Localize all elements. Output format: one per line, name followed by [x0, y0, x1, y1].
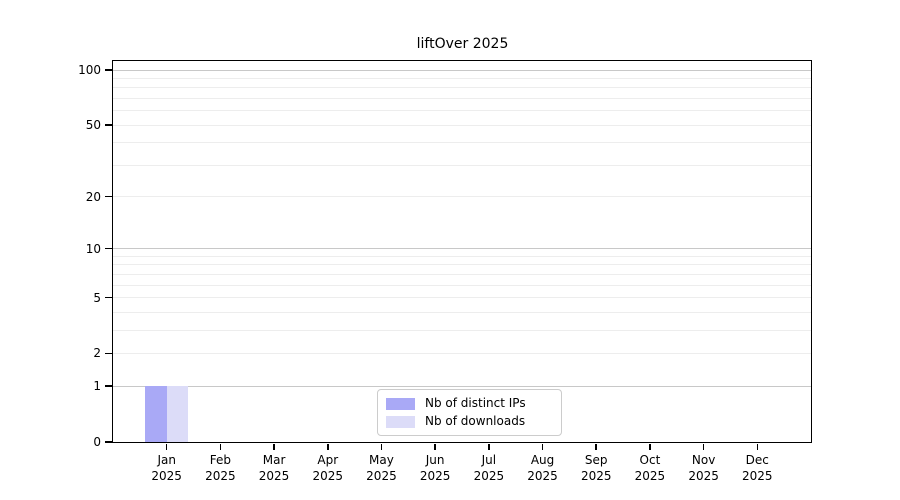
y-axis: 0 1 2 5 10 20 50 100	[78, 61, 811, 449]
x-tick-label: Jun 2025	[403, 452, 467, 484]
x-tick-mark	[165, 443, 168, 450]
x-tick-year: 2025	[473, 469, 505, 483]
bar-layer	[113, 61, 811, 442]
y-tick-label: 1	[93, 379, 101, 394]
y-tick-mark	[104, 296, 112, 299]
x-tick-label: Sep 2025	[564, 452, 628, 484]
minor-gridline	[113, 87, 811, 89]
y-tick-mark	[104, 441, 112, 443]
minor-gridline	[113, 329, 811, 331]
x-tick-year: 2025	[742, 469, 773, 483]
x-tick-mark	[434, 443, 436, 450]
legend-label-distinct-ips: Nb of distinct IPs	[425, 396, 526, 410]
x-axis: Jan 2025 Feb 2025 Mar 2025 Apr 2025 May 2025 Jun 20…	[113, 61, 811, 483]
x-tick-year: 2025	[366, 469, 397, 483]
x-tick-label: Jul 2025	[457, 452, 521, 484]
x-tick-label: May 2025	[349, 452, 413, 484]
y-tick-label: 100	[78, 63, 101, 78]
x-tick-year: 2025	[527, 469, 558, 483]
x-tick-mark	[702, 443, 705, 450]
x-tick-mark	[380, 443, 383, 450]
minor-gridline	[113, 255, 811, 257]
minor-gridline	[113, 352, 811, 354]
x-tick-mark	[273, 443, 275, 450]
y-tick-mark	[104, 247, 112, 250]
minor-gridline	[113, 196, 811, 198]
y-tick-mark	[104, 195, 112, 198]
minor-gridline	[113, 264, 811, 266]
x-tick-label: Mar 2025	[242, 452, 306, 484]
x-tick-label: Oct 2025	[618, 452, 682, 484]
x-tick-mark	[488, 443, 490, 450]
legend-label-downloads: Nb of downloads	[425, 414, 526, 428]
chart-title: liftOver 2025	[416, 36, 509, 52]
x-tick-year: 2025	[634, 469, 666, 483]
x-tick-label: Aug 2025	[511, 452, 575, 484]
minor-gridline	[113, 97, 811, 99]
plot-area: 0 1 2 5 10 20 50 100 Jan 2025 Feb 2025 Mar 2025 Apr 20…	[78, 60, 812, 483]
y-tick-mark	[104, 352, 112, 355]
x-tick-year: 2025	[580, 469, 612, 483]
minor-gridline	[113, 77, 811, 79]
x-tick-label: Apr 2025	[296, 452, 360, 484]
x-tick-year: 2025	[419, 469, 451, 483]
x-tick-label: Jan 2025	[135, 452, 199, 484]
x-tick-mark	[219, 443, 222, 450]
y-tick-label: 10	[85, 241, 101, 256]
legend-item-distinct-ips: Nb of distinct IPs	[386, 396, 552, 411]
y-tick-label: 50	[85, 118, 101, 133]
minor-gridline	[113, 284, 811, 286]
minor-gridline	[113, 311, 811, 313]
x-tick-mark	[649, 443, 651, 450]
legend-swatch-downloads	[386, 415, 415, 428]
x-tick-year: 2025	[205, 469, 236, 483]
legend-swatch-distinct-ips	[386, 397, 415, 410]
x-tick-year: 2025	[151, 469, 182, 483]
x-tick-label: Dec 2025	[725, 452, 789, 484]
x-tick-label: Nov 2025	[672, 452, 736, 484]
major-gridline	[113, 69, 811, 71]
legend: Nb of distinct IPs Nb of downloads	[377, 389, 562, 436]
major-gridline	[113, 248, 811, 250]
minor-gridline	[113, 142, 811, 144]
x-tick-year: 2025	[312, 469, 344, 483]
x-tick-label: Feb 2025	[188, 452, 252, 484]
bar-downloads	[166, 386, 189, 442]
legend-item-downloads: Nb of downloads	[386, 414, 552, 429]
y-tick-label: 2	[93, 346, 101, 361]
x-tick-year: 2025	[688, 469, 719, 483]
minor-gridline	[113, 273, 811, 275]
y-tick-label: 5	[93, 290, 101, 305]
y-tick-mark	[104, 124, 112, 126]
x-tick-mark	[756, 443, 759, 450]
x-tick-mark	[327, 443, 329, 450]
minor-gridline	[113, 124, 811, 126]
grid-layer	[113, 61, 811, 442]
x-tick-mark	[541, 443, 544, 450]
x-tick-mark	[595, 443, 597, 450]
minor-gridline	[113, 164, 811, 166]
y-tick-label: 20	[85, 189, 101, 204]
y-tick-label: 0	[93, 435, 101, 449]
minor-gridline	[113, 110, 811, 112]
minor-gridline	[113, 297, 811, 299]
major-gridline	[113, 385, 811, 387]
y-tick-mark	[104, 385, 112, 387]
bar-distinct-ips	[145, 386, 167, 442]
x-tick-year: 2025	[258, 469, 290, 483]
y-tick-mark	[104, 69, 112, 71]
